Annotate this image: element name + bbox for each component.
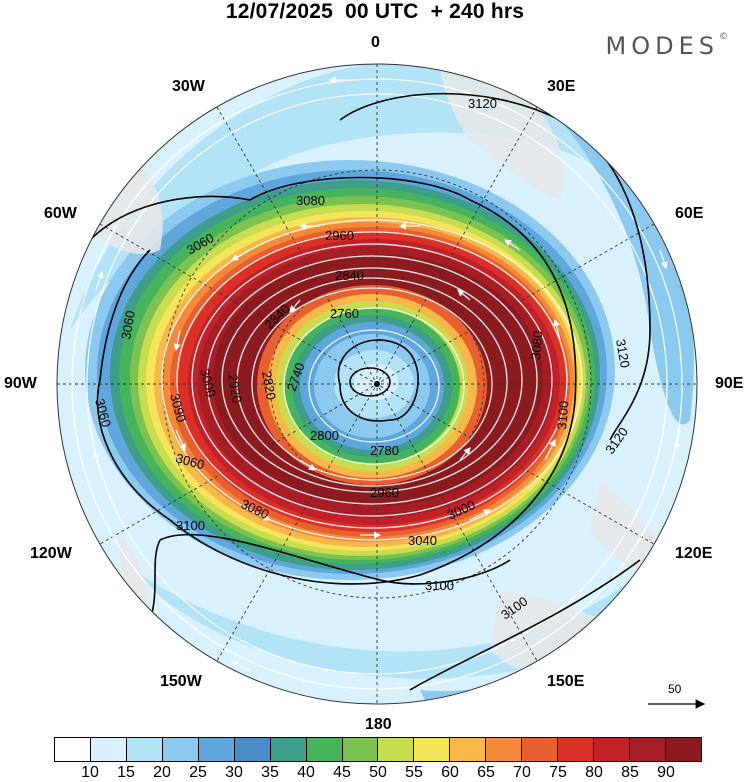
colorbar-swatch [342, 738, 379, 761]
contour-label: 2960 [325, 228, 354, 243]
colorbar-tick-label: 70 [513, 764, 531, 781]
colorbar-swatch [522, 738, 559, 761]
reference-vector: 50 [648, 682, 708, 712]
colorbar-tick-label: 20 [153, 764, 171, 781]
colorbar-swatch [306, 738, 343, 761]
map-title: 12/07/2025 00 UTC + 240 hrs [225, 0, 525, 23]
colorbar-tick-label: 80 [585, 764, 603, 781]
contour-label: 3000 [197, 367, 219, 399]
colorbar-tick-label: 10 [81, 764, 99, 781]
contour-label: 3040 [408, 533, 437, 548]
lon-label-150w: 150W [160, 673, 202, 690]
colorbar-swatch [414, 738, 451, 761]
contour-label-group: 3120 3120 3120 3080 3060 2960 2840 2840 … [92, 96, 633, 622]
contour-label: 2960 [370, 485, 399, 500]
colorbar-ticks: 10 15 20 25 30 35 40 45 50 55 60 65 70 75 80 85 90 [0, 764, 750, 782]
colorbar-tick-label: 90 [657, 764, 675, 781]
contour-label: 3080 [528, 330, 545, 360]
contour-label: 2760 [330, 306, 359, 321]
colorbar-swatch [450, 738, 487, 761]
colorbar-tick-label: 60 [441, 764, 459, 781]
lon-label-120w: 120W [30, 545, 72, 562]
contour-label: 3080 [296, 193, 325, 208]
colorbar-swatch [486, 738, 523, 761]
contour-label: 3060 [92, 397, 114, 429]
lon-label-60w: 60W [44, 205, 77, 222]
colorbar-tick-label: 75 [549, 764, 567, 781]
colorbar-swatch [558, 738, 595, 761]
reference-vector-label: 50 [668, 682, 682, 696]
lon-label-90e: 90E [715, 375, 744, 392]
wind-streamlines [71, 78, 683, 690]
colorbar-tick-label: 85 [621, 764, 639, 781]
colorbar-swatch [270, 738, 307, 761]
colorbar-swatch [378, 738, 415, 761]
contour-label: 3060 [118, 309, 138, 340]
colorbar-swatch [198, 738, 235, 761]
wind-speed-colorbar [54, 737, 702, 762]
pole-marker [374, 381, 380, 387]
lon-label-0: 0 [371, 34, 380, 51]
contour-label: 2800 [310, 428, 339, 443]
lon-label-150e: 150E [547, 673, 585, 690]
colorbar-swatch [665, 738, 701, 761]
polar-stereographic-map: 3120 3120 3120 3080 3060 2960 2840 2840 … [56, 63, 698, 705]
contour-label: 2840 [335, 268, 364, 283]
contour-label: 3120 [468, 96, 497, 111]
lon-label-90w: 90W [4, 375, 37, 392]
contour-label: 3100 [425, 578, 454, 593]
colorbar-swatch [594, 738, 630, 761]
contour-label: 2920 [225, 373, 245, 404]
colorbar-tick-label: 35 [261, 764, 279, 781]
height-contours [89, 92, 651, 691]
contour-label: 2820 [259, 370, 279, 401]
wind-vectors [92, 76, 681, 671]
contour-label: 3100 [176, 518, 205, 533]
colorbar-swatch [234, 738, 271, 761]
colorbar-tick-label: 25 [189, 764, 207, 781]
lon-label-30w: 30W [172, 78, 205, 95]
contour-label: 3090 [167, 392, 189, 424]
map-border [56, 63, 698, 705]
colorbar-swatch [90, 738, 127, 761]
modes-logo: MODES© [605, 32, 728, 60]
lon-label-30e: 30E [547, 78, 576, 95]
colorbar-tick-label: 45 [333, 764, 351, 781]
colorbar-swatch [162, 738, 199, 761]
colorbar-tick-label: 65 [477, 764, 495, 781]
colorbar-tick-label: 40 [297, 764, 315, 781]
contour-label: 3060 [174, 450, 206, 472]
contour-label: 3120 [613, 338, 633, 369]
colorbar-tick-label: 50 [369, 764, 387, 781]
colorbar-swatch [126, 738, 163, 761]
lon-label-60e: 60E [675, 205, 704, 222]
lon-label-180: 180 [365, 716, 392, 733]
lon-label-120e: 120E [675, 545, 713, 562]
colorbar-swatch [630, 738, 666, 761]
colorbar-swatch [55, 738, 91, 761]
colorbar-tick-label: 15 [117, 764, 135, 781]
colorbar-tick-label: 30 [225, 764, 243, 781]
colorbar-tick-label: 55 [405, 764, 423, 781]
contour-label: 2780 [370, 443, 399, 458]
contour-label: 3100 [554, 400, 571, 430]
wind-speed-field [57, 64, 697, 704]
